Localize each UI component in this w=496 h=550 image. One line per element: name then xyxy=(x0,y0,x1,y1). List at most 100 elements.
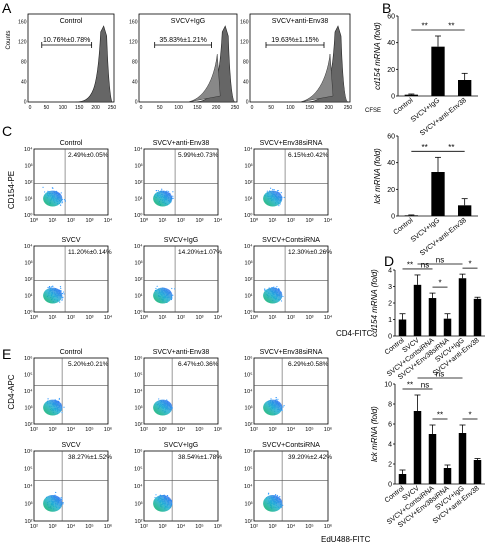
bar xyxy=(428,298,437,336)
event-dot xyxy=(52,285,54,287)
density-core xyxy=(263,287,283,304)
x-tick-label: 10³ xyxy=(86,218,94,224)
x-tick-label: 10⁴ xyxy=(67,426,76,433)
quadrant-percent: 6.15%±0.42% xyxy=(288,152,329,159)
y-tick-label: 120 xyxy=(240,40,249,46)
event-dot xyxy=(172,195,174,197)
panel-letter-e: E xyxy=(2,346,11,362)
y-tick-label: 10³ xyxy=(25,261,33,267)
y-tick-label: 10¹ xyxy=(25,197,33,203)
significance-label: ** xyxy=(437,411,443,420)
panel-c-x-label: CD4-FITC xyxy=(336,329,373,338)
plot-title: SVCV+anti-Env38 xyxy=(153,140,210,147)
histogram-plot: SVCV+IgG 35.83%±1.21% 0 50 100 150 200 250 0 40 80… xyxy=(129,13,239,111)
bar xyxy=(398,474,407,484)
x-tick-label: 10⁴ xyxy=(324,217,333,224)
event-dot xyxy=(282,295,284,298)
gate-percent: 10.76%±0.78% xyxy=(43,37,90,44)
x-tick-label: 10² xyxy=(140,427,148,433)
x-tick-label: 100 xyxy=(174,105,183,111)
y-tick-label: 20 xyxy=(387,187,395,194)
y-tick-label: 160 xyxy=(240,20,249,26)
y-tick-label: 0 xyxy=(135,100,138,106)
plot-title: SVCV+Env38siRNA xyxy=(260,140,323,147)
plot-title: SVCV+IgG xyxy=(164,237,198,244)
event-dot xyxy=(172,191,174,193)
event-dot xyxy=(62,296,64,298)
y-tick-label: 10¹ xyxy=(245,197,253,203)
x-tick-label: 10⁵ xyxy=(305,523,313,530)
x-tick-label: 10⁴ xyxy=(177,523,186,530)
quadrant-percent: 14.20%±1.07% xyxy=(178,249,222,256)
histogram-plot: Control 10.76%±0.78% 0 50 100 150 200 250 0 40 80 1… xyxy=(18,13,116,111)
x-tick-label: 10⁰ xyxy=(250,217,259,224)
bar xyxy=(404,94,418,96)
event-dot xyxy=(279,496,281,498)
event-dot xyxy=(154,496,156,499)
quadrant-percent: 38.54%±1.78% xyxy=(178,454,222,461)
event-dot xyxy=(48,285,51,288)
y-tick-label: 10³ xyxy=(25,406,33,412)
x-tick-label: 10² xyxy=(287,218,295,224)
y-tick-label: 10³ xyxy=(25,502,33,508)
x-tick-label: 10⁰ xyxy=(250,314,259,321)
y-tick-label: 10² xyxy=(25,277,33,283)
x-tick-label: 10⁴ xyxy=(324,314,333,321)
event-dot xyxy=(161,188,163,190)
x-tick-label: 10³ xyxy=(49,427,57,433)
x-tick-label: 10¹ xyxy=(269,315,277,321)
significance-label: * xyxy=(468,260,471,269)
y-tick-label: 10³ xyxy=(245,406,253,412)
significance-label: ns xyxy=(421,260,429,269)
x-tick-label: 10⁵ xyxy=(195,523,203,530)
y-tick-label: 10³ xyxy=(25,164,33,170)
y-tick-label: 2 xyxy=(388,301,392,308)
y-tick-label: 10⁴ xyxy=(244,483,253,490)
y-tick-label: 0 xyxy=(391,94,395,101)
y-tick-label: 4 xyxy=(388,268,392,275)
y-tick-label: 120 xyxy=(18,40,27,46)
histogram-shoulder xyxy=(187,53,221,103)
event-dot xyxy=(283,196,285,199)
plot-frame xyxy=(33,450,109,522)
panel-letter-c: C xyxy=(2,123,12,139)
event-dot xyxy=(166,494,169,497)
x-tick-label: 100 xyxy=(286,105,295,111)
y-tick-label: 60 xyxy=(387,14,395,21)
y-tick-label: 10³ xyxy=(245,261,253,267)
x-tick-label: 10³ xyxy=(269,427,277,433)
bar xyxy=(404,215,418,216)
x-tick-label: 10¹ xyxy=(269,218,277,224)
event-dot xyxy=(64,200,66,202)
event-dot xyxy=(42,186,44,188)
y-tick-label: 10³ xyxy=(245,164,253,170)
event-dot xyxy=(275,398,277,401)
x-tick-label: 10⁰ xyxy=(30,314,39,321)
y-tick-label: 10⁴ xyxy=(24,243,33,250)
event-dot xyxy=(280,300,283,302)
category-label: SVCV+anti-Env38 xyxy=(419,97,468,137)
histogram-peak xyxy=(75,25,113,103)
event-dot xyxy=(267,493,270,495)
x-tick-label: 10³ xyxy=(196,315,204,321)
y-tick-label: 10³ xyxy=(135,502,143,508)
event-dot xyxy=(282,504,284,506)
bar xyxy=(458,205,472,216)
panel-e-x-label: EdU488-FITC xyxy=(321,535,371,544)
density-core xyxy=(153,190,173,207)
density-core xyxy=(43,287,63,304)
y-tick-label: 10⁵ xyxy=(244,466,252,473)
y-tick-label: 2 xyxy=(388,462,392,469)
y-tick-label: 10¹ xyxy=(135,294,143,300)
y-tick-label: 0 xyxy=(388,334,392,341)
x-tick-label: 10⁵ xyxy=(85,523,93,530)
x-tick-label: 10² xyxy=(67,218,75,224)
y-tick-label: 10⁴ xyxy=(244,243,253,250)
